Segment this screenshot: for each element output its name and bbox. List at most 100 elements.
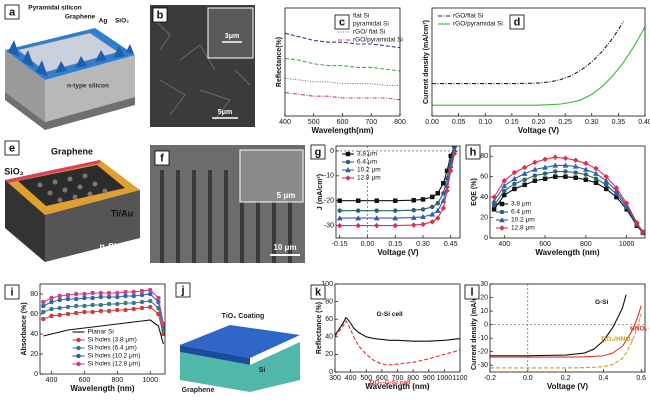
series-marker	[73, 310, 79, 316]
x-tick-label: 300	[329, 375, 341, 382]
series-marker	[392, 215, 399, 221]
series-marker	[98, 302, 104, 308]
series-marker	[123, 289, 128, 295]
plot-frame	[489, 283, 646, 373]
x-tick-label: 600	[539, 241, 551, 248]
panel-letter-box	[4, 284, 20, 300]
series-marker	[411, 197, 416, 203]
x-axis-label: Wavelength (nm)	[535, 248, 599, 257]
series-marker	[440, 205, 447, 212]
x-axis-label: Voltage (V)	[377, 248, 419, 257]
series-marker	[115, 294, 120, 300]
series-marker	[90, 295, 95, 301]
series-marker	[337, 198, 342, 203]
panel-letter-box	[464, 284, 480, 300]
x-tick-label: 0.35	[612, 119, 626, 126]
x-tick-label: 0.2	[561, 375, 571, 382]
series-marker	[49, 295, 54, 301]
series-marker	[521, 170, 528, 176]
x-tick-label: -0.2	[484, 375, 496, 382]
series-marker	[420, 197, 426, 202]
legend-label: Si holes (10.2 μm)	[88, 353, 141, 360]
image-label: 3μm	[225, 33, 239, 40]
series-marker	[603, 173, 610, 180]
series-line	[339, 153, 455, 227]
series-marker	[410, 214, 417, 220]
panel-letter: j	[180, 284, 184, 296]
series-marker	[593, 176, 599, 181]
series-marker	[435, 190, 441, 196]
panel-letter-box	[154, 150, 170, 166]
panel-letter-box	[334, 14, 350, 30]
series-marker	[147, 287, 153, 293]
x-tick-label: 500	[308, 119, 320, 126]
x-tick-label: 800	[111, 377, 123, 384]
legend-marker	[499, 201, 505, 207]
schematic-j	[180, 325, 300, 392]
series-marker	[41, 299, 46, 305]
series-line	[493, 164, 644, 233]
series-marker	[502, 188, 507, 194]
series-marker	[604, 186, 609, 192]
series-marker	[553, 169, 558, 174]
series-marker	[532, 173, 538, 178]
image-label: Graphene	[182, 387, 215, 394]
y-tick-label: 40	[325, 334, 333, 341]
series-marker	[355, 222, 362, 229]
x-tick-label: -0.15	[332, 241, 348, 248]
image-label: n-Si	[100, 241, 117, 251]
series-marker	[491, 203, 497, 208]
series-line	[432, 26, 645, 106]
x-axis-label: Wavelength(nm)	[312, 126, 374, 135]
series-marker	[90, 290, 95, 296]
series-marker	[441, 181, 446, 186]
x-tick-label: 900	[423, 375, 435, 382]
y-tick-label: 20	[325, 351, 333, 358]
series-marker	[139, 288, 145, 294]
image-label: Graphene	[65, 14, 96, 21]
y-tick-label: 20	[480, 214, 488, 221]
y-tick-label: 20	[480, 294, 488, 301]
series-marker	[131, 289, 137, 295]
image-label: 5μm	[218, 109, 232, 116]
series-line	[493, 171, 644, 234]
panel-letter-box	[310, 284, 326, 300]
image-label: n-type silicon	[67, 83, 109, 90]
series-line	[285, 77, 400, 86]
series-marker	[511, 169, 518, 176]
series-label: HNO₃ doping	[630, 326, 650, 333]
series-marker	[573, 175, 578, 180]
series-marker	[115, 301, 120, 307]
series-marker	[434, 207, 441, 213]
series-marker	[572, 163, 579, 169]
series-marker	[447, 168, 454, 174]
legend-marker	[76, 361, 81, 367]
panel-letter-box	[310, 144, 326, 160]
series-line	[43, 300, 164, 331]
series-marker	[573, 170, 578, 175]
image-label: Graphene	[51, 146, 93, 156]
series-marker	[131, 293, 137, 299]
image-label: 5 μm	[277, 191, 296, 200]
series-marker	[82, 291, 87, 297]
x-tick-label: 700	[392, 375, 404, 382]
panel-letter: g	[315, 146, 322, 158]
panel-letter-box	[4, 140, 20, 156]
legend-label: 3.8 μm	[511, 201, 531, 208]
panel-letter: e	[9, 142, 15, 154]
x-tick-label: 800	[407, 375, 419, 382]
y-axis-label: EQE (%)	[471, 178, 478, 206]
series-line	[493, 156, 644, 233]
legend-label: 12.8 μm	[357, 175, 381, 182]
series-line	[43, 293, 164, 327]
y-tick-label: 20	[30, 351, 38, 358]
image-label: SiO₂	[115, 18, 129, 25]
series-marker	[562, 162, 569, 168]
series-marker	[583, 177, 589, 182]
y-axis-label: Current density (mA/cm²)	[471, 286, 478, 370]
legend-label: 6.4 μm	[357, 159, 377, 166]
image-label: Si	[259, 367, 266, 374]
panel-letter-box	[465, 144, 481, 160]
legend-marker	[499, 209, 505, 215]
